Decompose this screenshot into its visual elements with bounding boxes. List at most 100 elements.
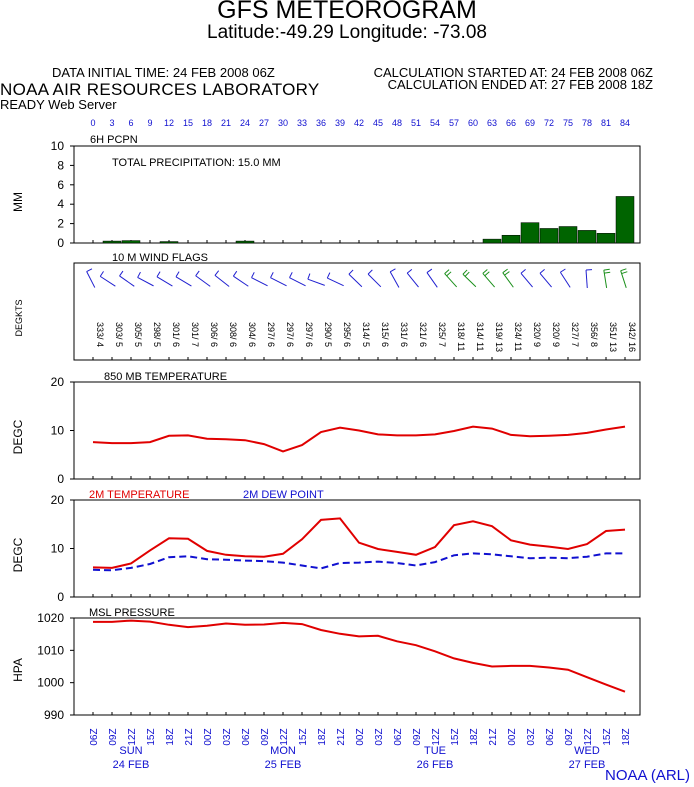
time-label: 15Z — [602, 728, 613, 745]
time-label: 21Z — [336, 728, 347, 745]
precip-bar — [577, 230, 597, 244]
wind-barb — [327, 277, 344, 287]
wind-barb — [137, 276, 154, 287]
forecast-hour-label: 12 — [164, 118, 174, 128]
wind-value-label: 301/ 6 — [171, 322, 181, 347]
wind-barb-feather — [539, 269, 545, 274]
wind-barb-feather — [464, 271, 470, 277]
server-name: READY Web Server — [0, 97, 117, 112]
t850-title: 850 MB TEMPERATURE — [104, 371, 227, 383]
time-label: 06Z — [393, 728, 404, 745]
wind-barb — [520, 272, 533, 288]
wind-barb-feather — [520, 269, 526, 274]
wind-barb-feather — [156, 271, 161, 278]
wind-barb-feather — [232, 270, 238, 277]
wind-barb — [539, 272, 552, 288]
wind-barb-feather — [502, 268, 508, 274]
forecast-hour-label: 24 — [240, 118, 250, 128]
precip-bar — [121, 240, 141, 244]
t850-ytick-label: 0 — [57, 472, 64, 486]
initial-time-label: DATA INITIAL TIME: 24 FEB 2008 06Z — [52, 65, 275, 80]
footer-credit: NOAA (ARL) — [605, 767, 691, 784]
forecast-hour-label: 33 — [297, 118, 307, 128]
time-label: 06Z — [545, 728, 556, 745]
time-label: 12Z — [279, 728, 290, 745]
wind-barb — [426, 272, 438, 288]
wind-barb-feather — [307, 273, 311, 280]
wind-barb — [307, 278, 325, 286]
wind-value-label: 318/ 11 — [456, 322, 466, 351]
wind-value-label: 290/ 5 — [323, 322, 333, 347]
wind-barb-feather — [326, 272, 331, 279]
wind-value-label: 324/ 11 — [513, 322, 523, 351]
forecast-hour-label: 27 — [259, 118, 269, 128]
wind-ylabel: DEGKTS — [14, 299, 24, 336]
wind-barb — [175, 276, 192, 287]
wind-value-label: 351/ 13 — [608, 322, 618, 352]
wind-barb — [348, 273, 363, 288]
precip-bar — [558, 226, 578, 244]
wind-value-label: 319/ 13 — [494, 322, 504, 352]
wind-barb — [585, 269, 588, 289]
dewpoint-line — [92, 552, 625, 572]
time-label: 15Z — [450, 728, 461, 745]
t2m-line — [92, 517, 626, 569]
t2m-ytick-label: 20 — [51, 493, 65, 507]
wind-barb-feather — [603, 268, 610, 271]
time-label: 15Z — [146, 728, 157, 745]
t850-ylabel: DEGC — [11, 419, 25, 454]
precip-ylabel: MM — [11, 192, 25, 212]
pressure-ytick-label: 990 — [44, 708, 64, 722]
wind-barb-feather — [251, 272, 255, 278]
wind-barb-feather — [367, 269, 373, 275]
precip-ytick-label: 6 — [57, 178, 64, 192]
precip-bar — [539, 228, 559, 244]
t850-ytick-label: 20 — [51, 375, 65, 389]
t2m-ytick-label: 0 — [57, 590, 64, 604]
wind-value-label: 331/ 6 — [399, 322, 409, 347]
forecast-hour-label: 84 — [620, 118, 630, 128]
precip-bar — [159, 241, 179, 244]
precip-bar — [482, 238, 502, 244]
wind-barb — [86, 271, 96, 288]
precip-bar — [235, 240, 255, 244]
calc-ended-label: CALCULATION ENDED AT: 27 FEB 2008 18Z — [387, 77, 653, 92]
time-label: 18Z — [317, 728, 328, 745]
forecast-hour-label: 51 — [411, 118, 421, 128]
pressure-line — [93, 619, 626, 693]
lab-name: NOAA AIR RESOURCES LABORATORY — [0, 80, 320, 99]
time-label: 03Z — [526, 728, 537, 745]
precip-bar — [615, 196, 635, 244]
wind-value-label: 320/ 9 — [532, 322, 542, 347]
precip-panel-frame — [73, 145, 641, 244]
forecast-hour-label: 57 — [449, 118, 459, 128]
wind-barb — [289, 277, 306, 287]
wind-value-label: 304/ 6 — [247, 322, 257, 347]
wind-barb-feather — [560, 268, 566, 273]
wind-value-label: 320/ 9 — [551, 322, 561, 347]
day-label: SUN — [119, 745, 142, 757]
wind-barb-feather — [137, 271, 141, 278]
pressure-ytick-label: 1000 — [37, 676, 64, 690]
wind-value-label: 306/ 6 — [209, 322, 219, 347]
wind-barb — [99, 275, 116, 287]
page-title: GFS METEOROGRAM — [217, 0, 477, 24]
time-label: 00Z — [355, 728, 366, 745]
wind-value-label: 298/ 5 — [152, 322, 162, 347]
precip-ytick-label: 10 — [51, 139, 65, 153]
wind-barb-feather — [621, 271, 628, 275]
precip-ytick-label: 2 — [57, 217, 64, 231]
wind-barb-feather — [195, 270, 200, 277]
day-label: TUE — [424, 745, 446, 757]
wind-title: 10 M WIND FLAGS — [112, 252, 208, 264]
location-subtitle: Latitude:-49.29 Longitude: -73.08 — [207, 22, 487, 43]
wind-barb — [233, 275, 249, 287]
wind-value-label: 308/ 6 — [228, 322, 238, 347]
forecast-hour-label: 0 — [90, 118, 95, 128]
wind-barb — [389, 271, 400, 288]
wind-barb — [559, 271, 571, 288]
wind-value-label: 333/ 4 — [95, 322, 105, 347]
t2m-panel-frame — [73, 499, 641, 598]
time-label: 18Z — [469, 728, 480, 745]
